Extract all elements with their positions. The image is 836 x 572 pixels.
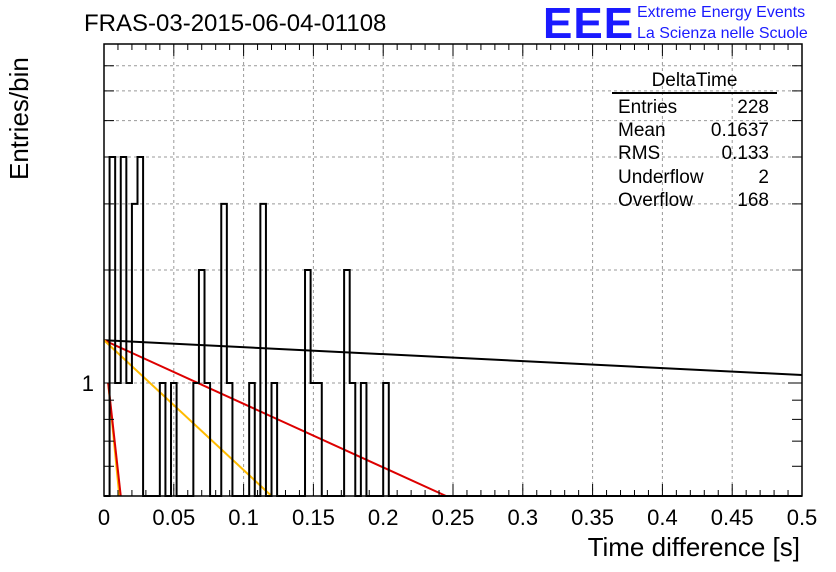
tick-labels: 0 0.05 0.1 0.15 0.2 0.25 0.3 0.35 0.4 0.45 0.5 1	[82, 371, 818, 530]
stats-row-mean: Mean 0.1637	[612, 119, 777, 142]
x-tick-label: 0.3	[508, 505, 539, 530]
x-tick-label: 0.35	[571, 505, 614, 530]
stats-box: DeltaTime Entries 228 Mean 0.1637 RMS 0.133…	[612, 70, 777, 212]
stats-value: 2	[758, 166, 769, 188]
eee-logo-mark: EEE	[543, 0, 635, 48]
stats-value: 228	[737, 97, 769, 118]
y-axis-label: Entries/bin	[4, 57, 34, 180]
y-tick-label: 1	[82, 371, 94, 396]
eee-logo-line2: La Scienza nelle Scuole	[637, 25, 808, 42]
stats-label: Overflow	[618, 189, 693, 211]
x-tick-label: 0	[98, 505, 110, 530]
x-tick-label: 0.45	[711, 505, 754, 530]
stats-value: 168	[737, 189, 769, 211]
page-title: FRAS-03-2015-06-04-01108	[84, 10, 387, 37]
x-tick-label: 0.1	[228, 505, 259, 530]
x-axis-label: Time difference [s]	[587, 532, 800, 562]
x-tick-label: 0.25	[432, 505, 475, 530]
axes	[103, 43, 803, 497]
stats-row-entries: Entries 228	[612, 96, 777, 119]
x-tick-label: 0.5	[787, 505, 818, 530]
stats-label: Underflow	[618, 166, 704, 188]
stats-value: 0.133	[721, 143, 769, 165]
stats-row-rms: RMS 0.133	[612, 142, 777, 165]
x-tick-label: 0.2	[368, 505, 399, 530]
stats-box-title: DeltaTime	[612, 70, 777, 94]
stats-row-overflow: Overflow 168	[612, 189, 777, 212]
stats-row-underflow: Underflow 2	[612, 166, 777, 189]
fit-line	[103, 339, 273, 497]
stats-label: RMS	[618, 143, 661, 165]
stats-label: Mean	[618, 120, 666, 142]
stats-label: Entries	[618, 97, 678, 118]
fit-line	[103, 339, 447, 497]
x-tick-label: 0.15	[292, 505, 335, 530]
x-tick-label: 0.05	[152, 505, 195, 530]
eee-logo-line1: Extreme Energy Events	[637, 4, 806, 21]
stats-value: 0.1637	[710, 120, 769, 142]
x-tick-label: 0.4	[647, 505, 678, 530]
